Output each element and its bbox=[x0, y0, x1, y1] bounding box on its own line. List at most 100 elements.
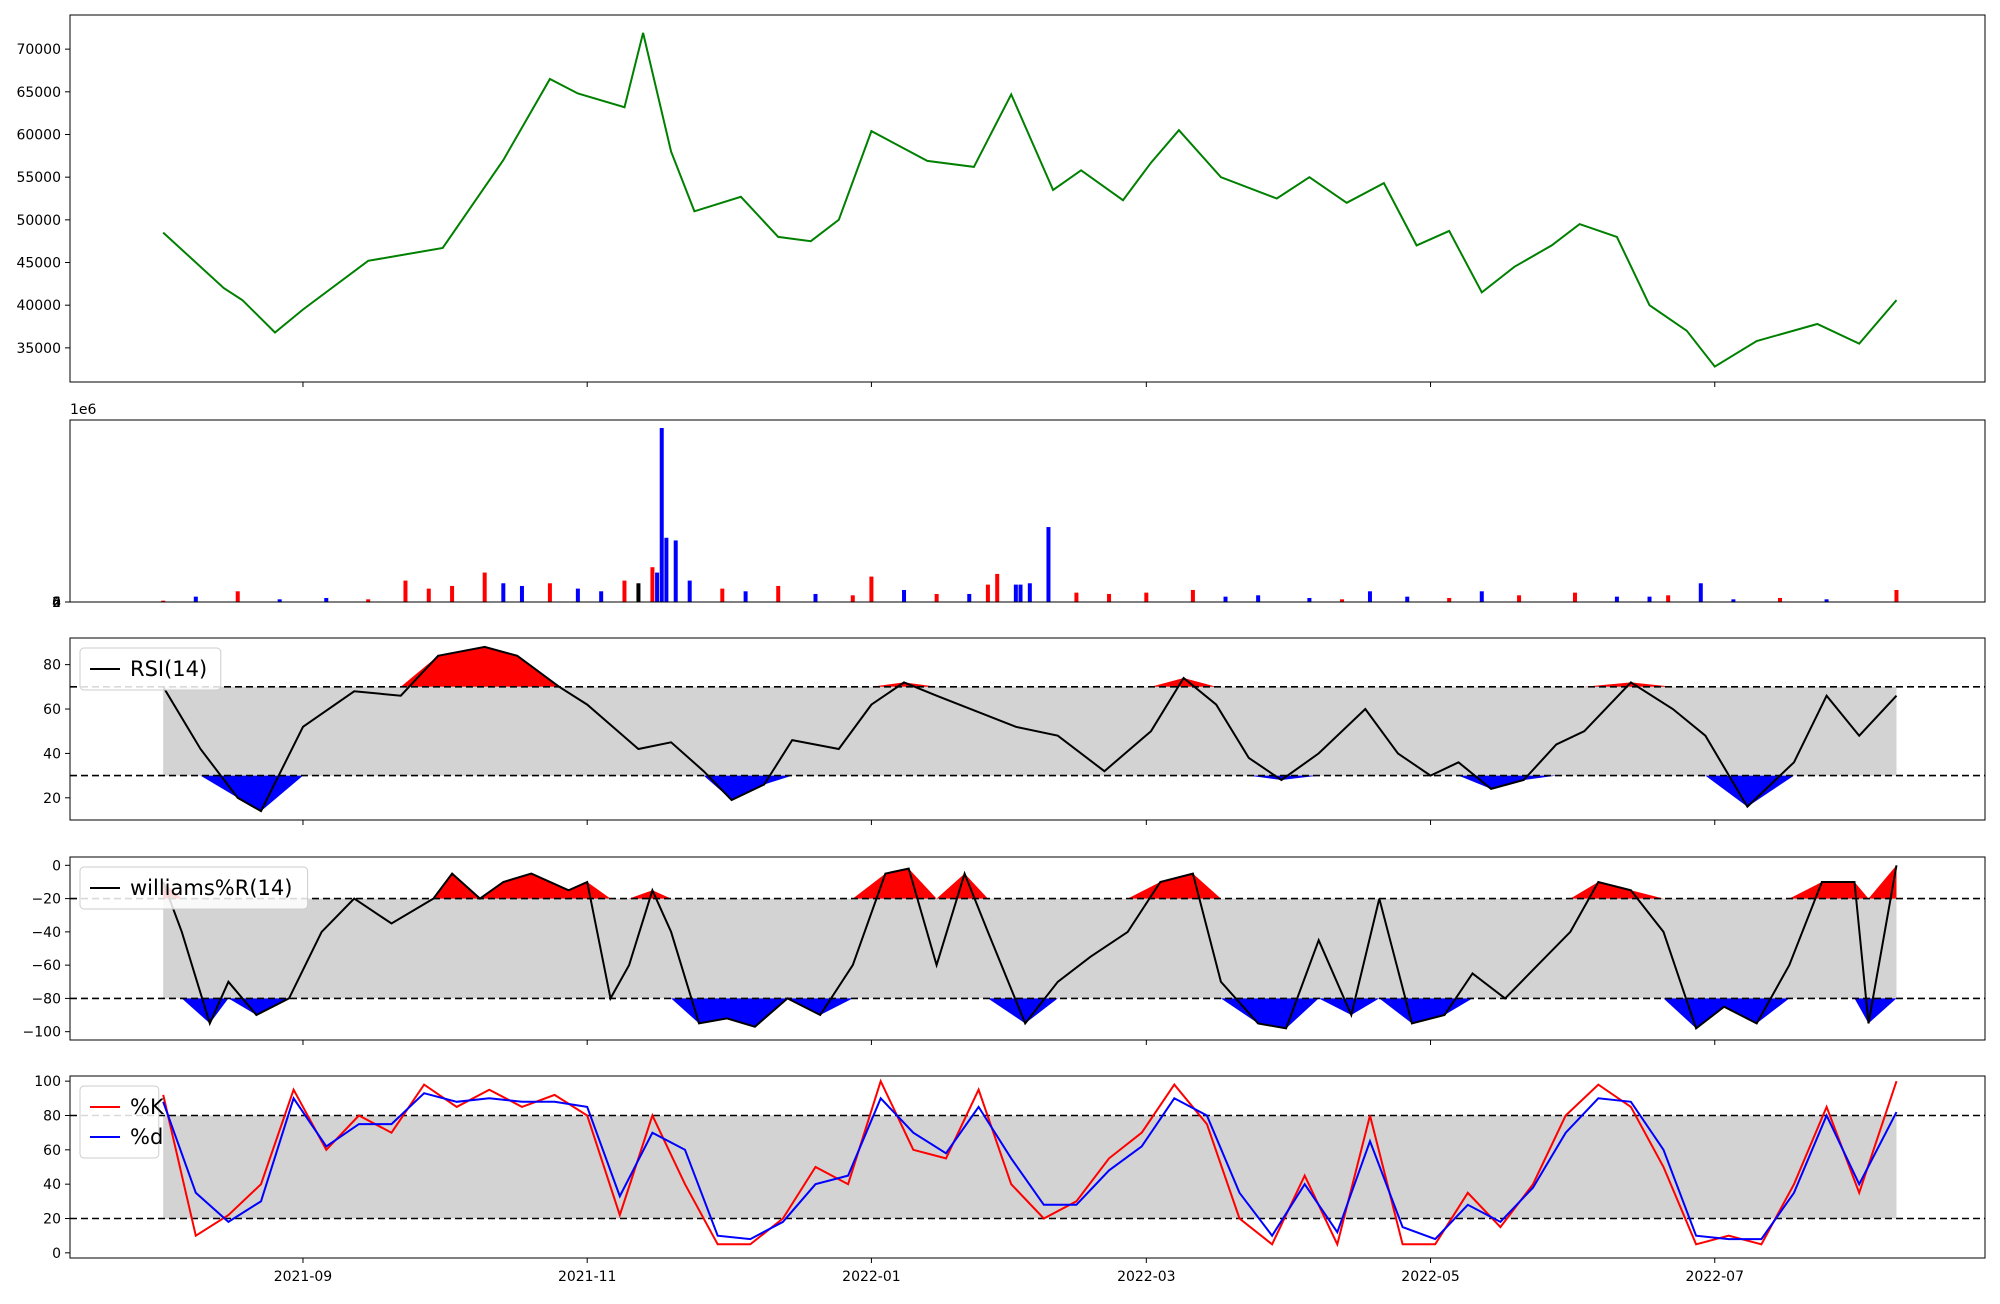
x-tick-label: 2022-07 bbox=[1686, 1269, 1745, 1285]
y-tick-label: 20 bbox=[43, 791, 61, 807]
volume-bar bbox=[636, 583, 641, 602]
legend-box bbox=[79, 647, 222, 691]
rsi-panel: 20 40 60 80 RSI(14) bbox=[43, 637, 1986, 825]
volume-bar bbox=[776, 585, 781, 602]
price-frame bbox=[69, 14, 1986, 383]
volume-bar bbox=[1479, 591, 1484, 602]
volume-bar bbox=[1698, 583, 1703, 602]
volume-bar bbox=[450, 585, 455, 602]
volume-bar bbox=[1307, 597, 1312, 602]
volume-bar bbox=[664, 537, 669, 602]
y-tick-label: 80 bbox=[43, 1108, 61, 1124]
price-plot-area bbox=[162, 32, 1898, 368]
volume-bar bbox=[277, 599, 282, 602]
x-tick-label: 2021-11 bbox=[558, 1269, 617, 1285]
volume-bar bbox=[1824, 599, 1829, 602]
volume-bar bbox=[720, 588, 725, 602]
y-tick-label: 45000 bbox=[16, 256, 61, 272]
volume-bar bbox=[1223, 596, 1228, 602]
volume-bar bbox=[622, 580, 627, 602]
y-tick-label: 60 bbox=[43, 702, 61, 718]
legend-label: %K bbox=[130, 1095, 165, 1119]
stoch-d-line bbox=[162, 1092, 1898, 1241]
volume-bar bbox=[1666, 595, 1671, 602]
volume-bar bbox=[1517, 595, 1522, 602]
volume-bar bbox=[1046, 527, 1051, 602]
volume-bar bbox=[934, 593, 939, 602]
volume-bar bbox=[599, 591, 604, 602]
x-tick-label: 2022-01 bbox=[842, 1269, 901, 1285]
y-tick-label: 0 bbox=[52, 1246, 61, 1262]
y-tick-label: 60000 bbox=[16, 127, 61, 143]
y-tick-label: −80 bbox=[31, 991, 61, 1007]
volume-bar bbox=[403, 580, 408, 602]
volume-bar bbox=[1894, 589, 1899, 602]
y-tick-label: −40 bbox=[31, 925, 61, 941]
y-tick-label: 2 bbox=[52, 595, 61, 611]
y-tick-label: 0 bbox=[52, 858, 61, 874]
williams-panel: −100 −80 −60 −40 −20 0 williams%R(14) bbox=[23, 856, 1986, 1045]
volume-bar bbox=[1027, 583, 1032, 602]
legend-label: %d bbox=[130, 1125, 163, 1149]
volume-bar bbox=[1405, 596, 1410, 602]
y-tick-label: 0 bbox=[52, 595, 61, 611]
y-tick-label: 40 bbox=[43, 746, 61, 762]
rsi-plot-area bbox=[70, 645, 1985, 813]
volume-bar bbox=[687, 580, 692, 602]
volume-bar bbox=[1190, 589, 1195, 602]
rsi-line bbox=[162, 645, 1898, 813]
volume-bar bbox=[655, 572, 660, 602]
volume-bar bbox=[985, 584, 990, 602]
volume-bar bbox=[1614, 596, 1619, 602]
williams-plot-area bbox=[70, 865, 1985, 1031]
y-tick-label: 40000 bbox=[16, 298, 61, 314]
y-tick-label: −20 bbox=[31, 892, 61, 908]
y-tick-label: −60 bbox=[31, 958, 61, 974]
legend-label: williams%R(14) bbox=[130, 876, 292, 900]
volume-bar bbox=[850, 595, 855, 602]
volume-bar bbox=[426, 588, 431, 602]
volume-bar bbox=[673, 540, 678, 602]
rsi-overbought-fill bbox=[163, 646, 1897, 687]
volume-bar bbox=[1144, 592, 1149, 602]
volume-bar bbox=[1647, 596, 1652, 602]
y-tick-label: 70000 bbox=[16, 42, 61, 58]
volume-bar bbox=[1367, 591, 1372, 602]
threshold-band bbox=[163, 686, 1897, 776]
volume-bar bbox=[519, 585, 524, 602]
y-tick-label: 80 bbox=[43, 658, 61, 674]
legend-label: RSI(14) bbox=[130, 657, 207, 681]
rsi-frame bbox=[69, 637, 1986, 821]
threshold-band bbox=[163, 898, 1897, 999]
williams-frame bbox=[69, 856, 1986, 1041]
stochastic-panel: 0 20 40 60 80 100 %K %d bbox=[34, 1074, 1986, 1263]
volume-bar bbox=[501, 583, 506, 602]
y-tick-label: 60 bbox=[43, 1143, 61, 1159]
williams-line bbox=[162, 865, 1898, 1031]
volume-bar bbox=[1572, 592, 1577, 602]
volume-bar bbox=[1013, 584, 1018, 602]
x-tick-label: 2022-05 bbox=[1401, 1269, 1460, 1285]
volume-bar bbox=[1256, 595, 1261, 602]
y-tick-label: 35000 bbox=[16, 341, 61, 357]
stochastic-frame bbox=[69, 1075, 1986, 1259]
volume-bar bbox=[1018, 584, 1023, 602]
volume-plot-area bbox=[161, 428, 1899, 602]
volume-bar bbox=[547, 583, 552, 602]
volume-bar bbox=[366, 599, 371, 602]
volume-bar bbox=[902, 589, 907, 602]
y-offset-label: 1e6 bbox=[70, 402, 97, 418]
williams-oversold-fill bbox=[163, 998, 1897, 1029]
williams-overbought-fill bbox=[163, 865, 1897, 899]
volume-bar bbox=[650, 567, 655, 602]
y-tick-label: −100 bbox=[23, 1025, 61, 1041]
y-tick-label: 50000 bbox=[16, 213, 61, 229]
price-panel: 35000 40000 45000 50000 55000 60000 65000 70000 bbox=[16, 14, 1986, 387]
volume-bar bbox=[659, 428, 664, 602]
threshold-band bbox=[163, 1115, 1897, 1219]
y-tick-label: 4 bbox=[52, 595, 61, 611]
volume-bar bbox=[813, 593, 818, 602]
volume-bar bbox=[1447, 597, 1452, 602]
